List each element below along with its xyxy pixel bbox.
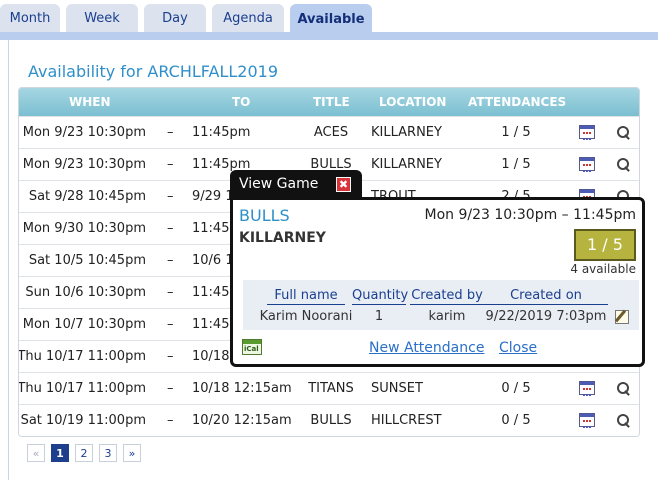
row-dash: – <box>167 285 174 300</box>
page-prev-button[interactable]: « <box>27 444 45 462</box>
row-when: Mon 9/23 10:30pm <box>22 157 146 172</box>
row-when: Sun 10/6 10:30pm <box>25 285 146 300</box>
table-row: Sat 10/19 11:00pm – 10/20 12:15am BULLS HILL… <box>19 404 639 436</box>
calendar-icon[interactable] <box>579 125 595 140</box>
row-dash: – <box>167 125 174 140</box>
row-to: 10/20 12:15am <box>192 413 292 428</box>
row-when: Mon 9/30 10:30pm <box>22 221 146 236</box>
attendance-table: Full name Quantity Created by Created on… <box>243 280 639 330</box>
row-title: BULLS <box>310 157 352 172</box>
row-dash: – <box>167 413 174 428</box>
col-to: TO <box>232 95 251 109</box>
col-attendances: ATTENDANCES <box>468 95 567 109</box>
att-fullname: Karim Noorani <box>259 309 353 324</box>
tab-available[interactable]: Available <box>290 4 372 34</box>
row-attendance: 0 / 5 <box>501 381 531 396</box>
row-when: Thu 10/17 11:00pm <box>18 349 146 364</box>
tab-week[interactable]: Week <box>66 4 138 32</box>
row-to: 10/18 <box>192 349 230 364</box>
row-when: Mon 10/7 10:30pm <box>22 317 146 332</box>
row-dash: – <box>167 349 174 364</box>
col-location: LOCATION <box>379 95 447 109</box>
row-to: 11:45p <box>192 317 238 332</box>
att-createdon: 9/22/2019 7:03pm <box>485 309 607 324</box>
magnifier-icon[interactable] <box>616 125 632 141</box>
game-time: Mon 9/23 10:30pm – 11:45pm <box>424 207 637 223</box>
col-title: TITLE <box>313 95 350 109</box>
row-location: SUNSET <box>371 381 423 396</box>
magnifier-icon[interactable] <box>616 157 632 173</box>
attendance-count-badge: 1 / 5 <box>574 229 636 261</box>
tab-agenda[interactable]: Agenda <box>212 4 284 32</box>
row-when: Sat 10/19 11:00pm <box>20 413 146 428</box>
calendar-icon[interactable] <box>579 381 595 396</box>
new-attendance-link[interactable]: New Attendance <box>369 340 485 356</box>
game-location: KILLARNEY <box>239 230 326 246</box>
att-col-createdon: Created on <box>484 288 608 305</box>
tab-underline <box>0 32 658 40</box>
att-col-fullname: Full name <box>267 288 345 305</box>
pagination: « 1 2 3 » <box>27 444 141 462</box>
view-tabs: Month Week Day Agenda Available <box>0 0 658 34</box>
calendar-icon[interactable] <box>579 413 595 428</box>
calendar-icon[interactable] <box>579 157 595 172</box>
close-icon[interactable]: ✖ <box>336 177 351 192</box>
row-dash: – <box>167 253 174 268</box>
col-when: WHEN <box>69 95 111 109</box>
row-title: TITANS <box>308 381 354 396</box>
row-dash: – <box>167 221 174 236</box>
row-when: Sat 10/5 10:45pm <box>28 253 146 268</box>
popup-header: View Game <box>239 176 319 192</box>
row-attendance: 1 / 5 <box>501 125 531 140</box>
row-when: Thu 10/17 11:00pm <box>18 381 146 396</box>
row-to: 9/29 1 <box>192 189 234 204</box>
page-1-button[interactable]: 1 <box>51 444 69 462</box>
row-title: ACES <box>313 125 349 140</box>
row-when: Mon 9/23 10:30pm <box>22 125 146 140</box>
close-link[interactable]: Close <box>499 340 538 356</box>
row-location: KILLARNEY <box>371 157 442 172</box>
att-createdby: karim <box>428 309 466 324</box>
magnifier-icon[interactable] <box>616 381 632 397</box>
page-next-button[interactable]: » <box>123 444 141 462</box>
row-to: 11:45pm <box>192 125 251 140</box>
row-dash: – <box>167 381 174 396</box>
row-when: Sat 9/28 10:45pm <box>28 189 146 204</box>
page-2-button[interactable]: 2 <box>75 444 93 462</box>
row-dash: – <box>167 317 174 332</box>
row-location: HILLCREST <box>371 413 442 428</box>
magnifier-icon[interactable] <box>616 413 632 429</box>
page-3-button[interactable]: 3 <box>99 444 117 462</box>
row-to: 10/6 1 <box>192 253 234 268</box>
row-dash: – <box>167 157 174 172</box>
row-attendance: 1 / 5 <box>501 157 531 172</box>
att-col-createdby: Created by <box>410 288 484 305</box>
row-dash: – <box>167 189 174 204</box>
tab-month[interactable]: Month <box>0 4 60 32</box>
available-count: 4 available <box>570 262 636 276</box>
game-title: BULLS <box>239 206 290 225</box>
att-col-quantity: Quantity <box>352 288 409 305</box>
edit-icon[interactable] <box>615 310 629 324</box>
view-game-titlebar: View Game ✖ <box>230 170 362 199</box>
table-row: Mon 9/23 10:30pm – 11:45pm ACES KILLARNEY 1 /… <box>19 116 639 148</box>
table-header: WHEN TO TITLE LOCATION ATTENDANCES <box>19 88 639 116</box>
tab-day[interactable]: Day <box>144 4 206 32</box>
ical-icon[interactable]: iCal <box>242 339 262 355</box>
row-to: 11:45p <box>192 285 238 300</box>
row-to: 10/18 12:15am <box>192 381 292 396</box>
row-location: KILLARNEY <box>371 125 442 140</box>
table-row: Thu 10/17 11:00pm – 10/18 12:15am TITANS SUN… <box>19 372 639 404</box>
row-to: 11:45p <box>192 221 238 236</box>
row-to: 11:45pm <box>192 157 251 172</box>
view-game-popup: BULLS Mon 9/23 10:30pm – 11:45pm KILLARN… <box>230 197 645 367</box>
page-title: Availability for ARCHLFALL2019 <box>28 62 278 81</box>
row-title: BULLS <box>310 413 352 428</box>
att-quantity: 1 <box>374 309 384 324</box>
row-attendance: 0 / 5 <box>501 413 531 428</box>
